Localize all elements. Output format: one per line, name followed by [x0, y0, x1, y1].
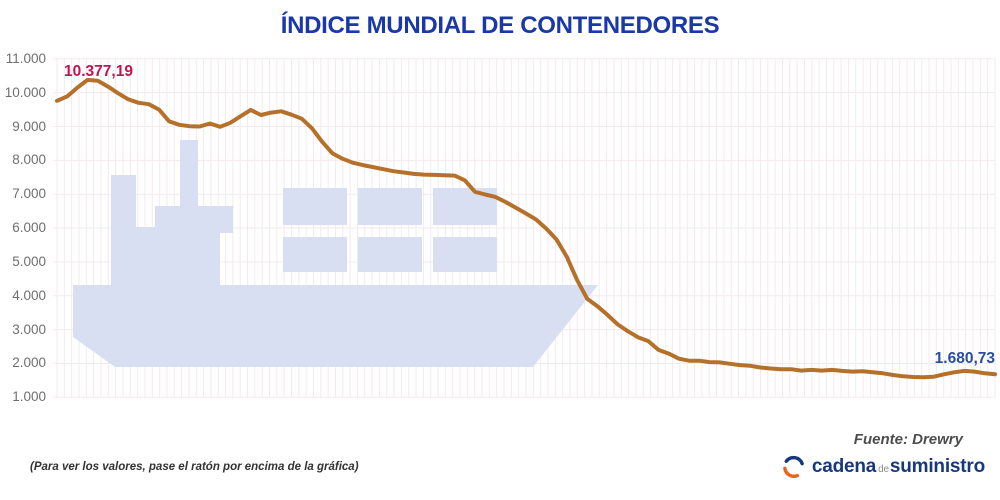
y-axis-tick-label: 9.000	[12, 118, 46, 134]
logo-word-suministro: suministro	[889, 455, 985, 477]
y-axis-tick-label: 1.000	[12, 389, 46, 405]
index-line-series[interactable]	[55, 77, 997, 380]
y-axis-tick-label: 10.000	[4, 84, 46, 100]
ship-container	[283, 237, 347, 272]
cadenadesuministro-logo[interactable]: cadena de suministro	[782, 455, 985, 478]
ship-container	[433, 237, 497, 272]
ship-deckhouse-step	[136, 227, 155, 285]
ship-hull	[73, 285, 598, 367]
y-axis-tick-label: 2.000	[12, 355, 46, 371]
y-axis-tick-label: 8.000	[12, 152, 46, 168]
chart-title: ÍNDICE MUNDIAL DE CONTENEDORES	[280, 12, 720, 39]
y-axis-tick-label: 3.000	[12, 321, 46, 337]
ship-container	[358, 237, 422, 272]
container-ship-watermark-icon	[73, 140, 598, 367]
y-axis-tick-label: 6.000	[12, 220, 46, 236]
ship-funnel	[180, 140, 198, 206]
logo-circular-arrows-icon	[783, 455, 804, 478]
y-axis-tick-label: 4.000	[12, 287, 46, 303]
y-axis-tick-label: 5.000	[12, 253, 46, 269]
y-axis-tick-label: 11.000	[5, 50, 46, 66]
ship-deckhouse-top	[155, 206, 233, 233]
logo-word-de: de	[878, 463, 889, 475]
source-credit: Fuente: Drewry	[853, 431, 963, 448]
hover-hint-note: (Para ver los valores, pase el ratón por…	[30, 461, 359, 473]
y-axis-tick-label: 7.000	[12, 186, 46, 202]
last-value-label: 1.680,73	[934, 350, 995, 367]
ship-deckhouse-body	[155, 233, 220, 285]
max-value-label: 10.377,19	[64, 63, 133, 80]
logo-word-cadena: cadena	[811, 455, 877, 477]
ship-container	[283, 188, 347, 225]
ship-container	[358, 188, 422, 225]
ship-bridge	[111, 175, 136, 285]
